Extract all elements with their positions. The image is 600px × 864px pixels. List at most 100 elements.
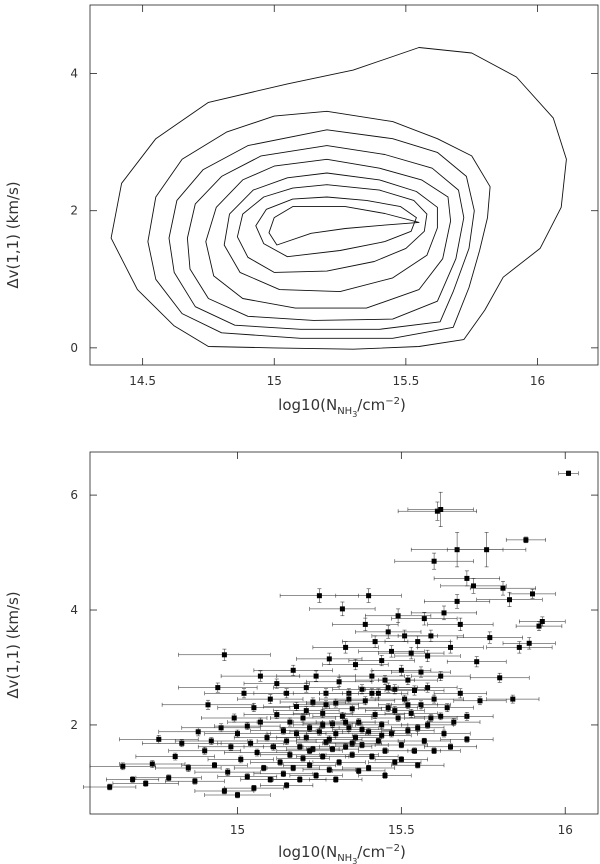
data-point [297,777,303,782]
data-point [336,679,342,685]
data-point [241,690,247,696]
data-point [398,667,404,673]
data-point [369,690,375,696]
data-point [454,598,460,604]
data-point [385,629,391,635]
data-point [297,744,303,750]
data-point [425,685,431,691]
top-x-axis-label: log10(NNH3/cm−2) [278,396,406,419]
contour-level-2 [147,110,491,339]
data-point [284,782,290,788]
contour-level-9 [268,206,420,246]
data-point [372,712,378,718]
data-point [330,746,335,752]
data-point [323,739,329,745]
data-point [379,722,385,728]
data-point [267,696,273,702]
data-point [212,762,217,768]
data-point [474,659,480,665]
x-tick-label: 15.5 [388,823,415,837]
data-point [251,705,257,711]
data-point [412,688,417,693]
data-point [254,750,260,755]
data-point [349,706,355,712]
data-point [366,593,372,599]
bottom-x-label-sub2: 3 [352,857,357,864]
data-point [487,635,493,641]
data-point [359,727,365,732]
data-point [221,652,227,658]
bottom-x-label-post: ) [400,843,406,861]
data-point [290,765,296,771]
data-point [405,702,411,708]
data-point [526,640,532,646]
data-point [392,759,398,765]
data-point [303,685,309,691]
data-point [398,742,404,748]
data-point [497,675,503,681]
data-point [395,613,401,619]
data-point [238,756,244,762]
data-point [284,738,290,744]
y-tick-label: 4 [70,67,78,81]
data-point [333,700,339,706]
bottom-y-ticks: 2 4 6 [70,488,598,732]
data-point [333,777,339,782]
data-point [385,705,391,711]
bottom-x-label-mid: /cm [357,843,385,861]
data-point [431,748,437,754]
top-x-ticks: 14.5 15 15.5 16 [129,5,545,388]
top-x-label-sub2: 3 [352,410,357,419]
scatter-chart: 15 15.5 16 2 4 6 Δv(1,1) (km/s) log10(NNH3/c… [4,451,599,864]
data-point [172,754,178,759]
data-point [185,765,191,771]
data-point [313,673,319,679]
data-point [451,719,457,725]
data-point [421,616,427,622]
data-point [353,735,358,741]
data-point [536,623,542,629]
data-point [484,547,490,553]
data-point [362,621,368,627]
data-point [274,712,280,718]
contour-lines [110,47,567,350]
data-point [192,778,198,784]
bottom-y-axis-label: Δv(1,1) (km/s) [4,591,22,698]
contour-level-1 [110,47,567,350]
data-point [507,597,512,603]
data-point [287,719,293,725]
data-point [208,738,214,744]
x-tick-label: 16 [558,823,573,837]
data-point [261,765,267,771]
data-point [349,740,355,746]
data-point [179,740,185,746]
data-point [395,715,401,721]
data-point [389,731,394,737]
contour-level-4 [186,145,465,321]
data-point [330,721,335,727]
x-tick-label: 14.5 [129,374,156,388]
data-point [464,736,470,742]
data-point [530,591,535,597]
data-point [202,748,208,754]
data-point [274,681,280,687]
data-point [428,633,434,639]
data-point [382,748,388,754]
data-point [500,585,506,591]
data-point [130,777,136,782]
data-point [421,738,427,744]
data-point [438,713,444,719]
data-point [539,619,545,624]
data-point [510,696,516,702]
data-point [235,792,240,798]
data-point [434,508,440,514]
y-tick-label: 4 [70,603,78,617]
data-point [405,728,411,734]
data-point [343,744,349,750]
data-point [303,708,309,714]
data-point [287,752,293,758]
data-point [339,713,345,719]
contour-level-8 [255,196,417,258]
data-point [156,736,162,742]
data-point [320,722,326,728]
